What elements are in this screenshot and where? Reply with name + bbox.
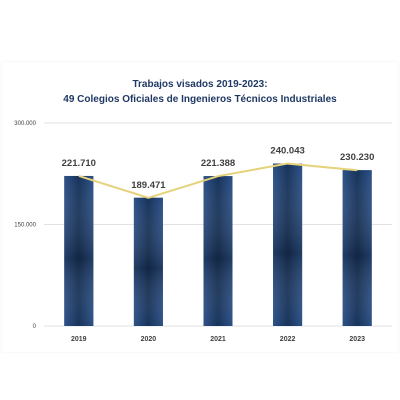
- data-label: 230.230: [340, 152, 374, 163]
- x-tick-label: 2021: [210, 336, 226, 343]
- data-labels: 221.710 189.471 221.388 240.043 230.230: [62, 146, 375, 191]
- x-tick-label: 2022: [280, 336, 296, 343]
- data-label: 221.710: [62, 158, 96, 169]
- bar-depth: [342, 170, 372, 326]
- trend-line-path: [78, 162, 358, 199]
- x-axis-ticks: 2019 2020 2021 2022 2023: [71, 336, 365, 343]
- x-tick-label: 2020: [141, 336, 157, 343]
- data-label: 240.043: [270, 146, 304, 157]
- bar-depth: [203, 176, 233, 326]
- y-axis-ticks: 0 150.000 300.000: [14, 121, 36, 330]
- bar-depth: [64, 175, 94, 326]
- chart-title: Trabajos visados 2019-2023:: [132, 79, 268, 90]
- data-label: 221.388: [201, 158, 235, 169]
- bar-depth: [273, 163, 303, 326]
- trend-line: [78, 162, 358, 199]
- y-tick-label: 300.000: [14, 121, 36, 127]
- y-tick-label: 0: [33, 324, 37, 330]
- x-tick-label: 2023: [349, 336, 365, 343]
- data-label: 189.471: [131, 180, 166, 191]
- chart-subtitle: 49 Colegios Oficiales de Ingenieros Técn…: [63, 94, 337, 105]
- x-tick-label: 2019: [71, 336, 87, 343]
- y-tick-label: 150.000: [14, 223, 36, 229]
- bar-depth: [133, 197, 163, 326]
- bars: [64, 163, 372, 326]
